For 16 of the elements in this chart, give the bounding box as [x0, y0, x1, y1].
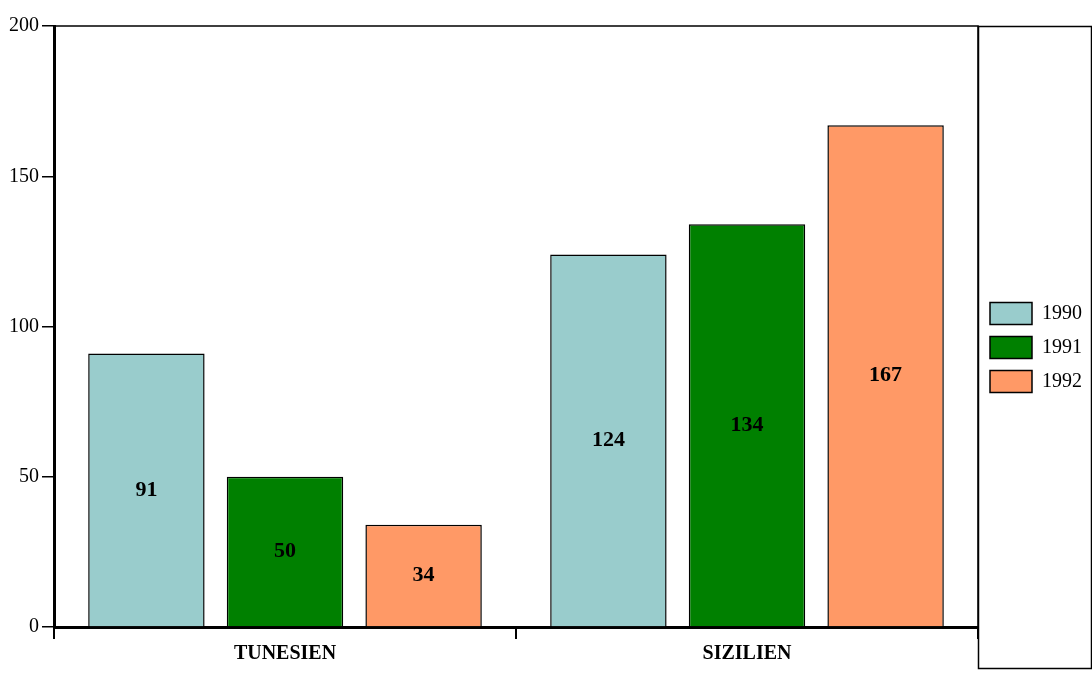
- x-tick-label: SIZILIEN: [702, 641, 793, 664]
- legend-label: 1992: [1042, 368, 1082, 391]
- y-tick-label: 100: [9, 313, 39, 336]
- data-label: 134: [730, 410, 764, 436]
- y-tick-label: 0: [29, 614, 39, 637]
- data-label: 167: [869, 361, 903, 387]
- x-tick-label: TUNESIEN: [233, 641, 337, 664]
- data-label: 50: [274, 537, 296, 563]
- data-label: 91: [135, 475, 158, 501]
- data-label: 124: [591, 426, 625, 451]
- y-tick-label: 50: [19, 464, 39, 486]
- legend-label: 1990: [1042, 300, 1082, 323]
- y-tick-label: 150: [9, 163, 39, 186]
- legend-label: 1991: [1042, 334, 1082, 357]
- data-label: 34: [412, 561, 435, 587]
- y-tick-label: 200: [9, 13, 39, 36]
